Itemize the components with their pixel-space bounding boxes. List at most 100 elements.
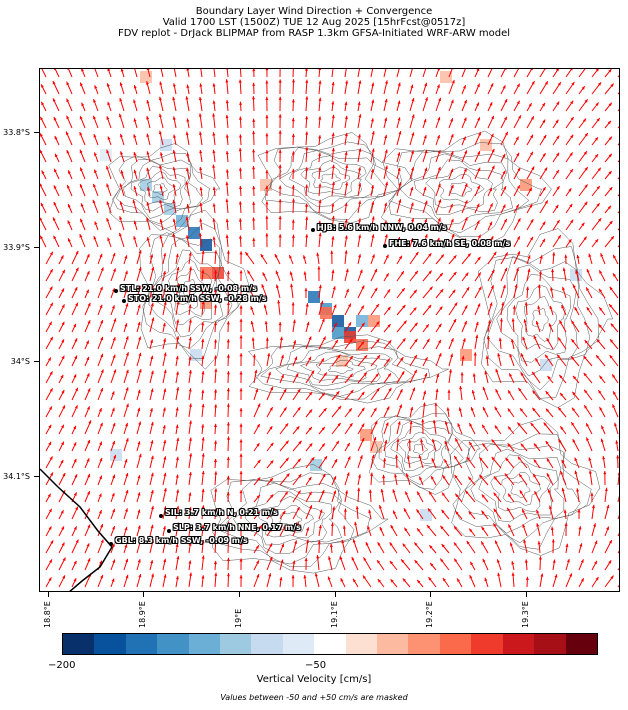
- wind-arrow-head: [502, 204, 506, 208]
- wind-arrow-head: [281, 543, 284, 548]
- terrain-contour: [368, 403, 481, 495]
- wind-arrow-head: [493, 476, 498, 480]
- wind-arrow-head: [363, 355, 368, 359]
- station-marker-sil[interactable]: [159, 514, 163, 518]
- wind-arrow-head: [252, 217, 256, 221]
- station-marker-sto[interactable]: [122, 299, 126, 303]
- wind-arrow-head: [545, 391, 549, 395]
- map-panel[interactable]: [39, 68, 620, 592]
- terrain-contour: [183, 279, 198, 300]
- wind-arrow-head: [93, 236, 97, 240]
- wind-arrow: [292, 69, 294, 78]
- wind-arrow-head: [484, 371, 488, 375]
- wind-arrow-head: [603, 471, 607, 475]
- wind-arrow-head: [53, 185, 57, 189]
- wind-arrow-head: [438, 323, 442, 328]
- wind-arrow-head: [609, 220, 613, 225]
- wind-arrow-head: [146, 116, 150, 120]
- wind-arrow: [134, 69, 138, 78]
- wind-arrow-head: [304, 69, 308, 71]
- wind-arrow-head: [79, 149, 83, 154]
- wind-arrow: [383, 69, 387, 78]
- wind-arrow-head: [363, 372, 367, 376]
- wind-arrow-head: [163, 526, 166, 530]
- wind-arrow-head: [545, 69, 547, 70]
- terrain-contour: [257, 132, 414, 224]
- station-marker-slp[interactable]: [167, 529, 171, 533]
- wind-arrow-head: [462, 338, 466, 342]
- wind-arrow-head: [569, 573, 572, 577]
- wind-arrow-head: [390, 525, 394, 529]
- wind-arrow-head: [68, 238, 71, 242]
- station-marker-fhe[interactable]: [383, 244, 387, 248]
- wind-arrow-head: [225, 198, 229, 202]
- colorbar-swatch: [377, 634, 409, 654]
- wind-arrow-head: [455, 511, 459, 515]
- wind-arrow-head: [332, 506, 336, 510]
- wind-arrow-head: [74, 474, 78, 478]
- wind-arrow-head: [201, 575, 205, 579]
- wind-arrow-head: [370, 168, 374, 173]
- wind-arrow-head: [375, 304, 379, 308]
- lon-tick: [335, 592, 336, 597]
- wind-arrow-head: [305, 147, 309, 151]
- station-marker-gbl[interactable]: [109, 542, 113, 546]
- wind-arrow-head: [270, 494, 274, 498]
- wind-arrow-head: [175, 424, 179, 428]
- wind-arrow-head: [431, 476, 434, 480]
- wind-arrow-head: [61, 355, 65, 360]
- terrain-contour: [461, 444, 581, 544]
- wind-arrow-head: [584, 389, 588, 394]
- wind-arrow-head: [397, 100, 401, 104]
- wind-arrow-head: [252, 201, 256, 205]
- wind-arrow-head: [278, 164, 282, 168]
- wind-arrow-head: [113, 268, 116, 272]
- wind-arrow-head: [528, 103, 532, 107]
- wind-arrow-head: [112, 440, 115, 445]
- wind-arrow-head: [150, 472, 154, 477]
- wind-arrow-head: [137, 304, 141, 308]
- wind-arrow-head: [331, 147, 335, 152]
- wind-arrow-head: [331, 215, 335, 220]
- wind-arrow-head: [150, 455, 154, 460]
- wind-arrow-head: [417, 579, 421, 584]
- wind-arrow-head: [239, 439, 243, 443]
- station-marker-stl[interactable]: [114, 289, 118, 293]
- wind-arrow-head: [176, 371, 179, 375]
- wind-arrow-head: [146, 133, 150, 138]
- wind-arrow-head: [328, 556, 331, 560]
- wind-arrow-head: [226, 354, 230, 358]
- station-marker-hjb[interactable]: [311, 228, 315, 232]
- wind-arrow-head: [501, 302, 505, 306]
- wind-arrow-head: [239, 490, 243, 494]
- terrain-contour: [490, 461, 552, 512]
- wind-arrow-head: [520, 443, 524, 447]
- wind-arrow-head: [265, 133, 269, 137]
- wind-arrow-head: [87, 302, 91, 307]
- wind-arrow-head: [362, 575, 366, 579]
- wind-arrow-head: [305, 96, 309, 100]
- wind-arrow-head: [239, 335, 243, 339]
- wind-arrow-head: [291, 151, 295, 155]
- wind-arrow: [187, 69, 190, 78]
- wind-arrow-head: [278, 234, 282, 238]
- wind-arrow-head: [527, 268, 531, 272]
- wind-arrow-head: [268, 573, 272, 577]
- wind-arrow-head: [49, 456, 53, 460]
- wind-arrow-head: [542, 221, 546, 225]
- wind-arrow-head: [213, 458, 217, 463]
- wind-arrow-head: [450, 99, 454, 104]
- wind-arrow-head: [397, 237, 401, 241]
- wind-arrow-head: [238, 235, 242, 239]
- lon-label-19.3: 19.3°E: [521, 601, 530, 628]
- wind-arrow-head: [414, 338, 418, 343]
- wind-arrow-head: [617, 472, 619, 475]
- wind-arrow: [239, 69, 242, 78]
- wind-arrow-head: [146, 217, 149, 221]
- wind-arrow-head: [410, 238, 414, 242]
- wind-arrow-head: [119, 232, 122, 237]
- wind-arrow-head: [304, 557, 308, 561]
- wind-arrow-head: [376, 388, 380, 392]
- wind-arrow-head: [54, 168, 57, 173]
- wind-arrow-head: [40, 116, 44, 121]
